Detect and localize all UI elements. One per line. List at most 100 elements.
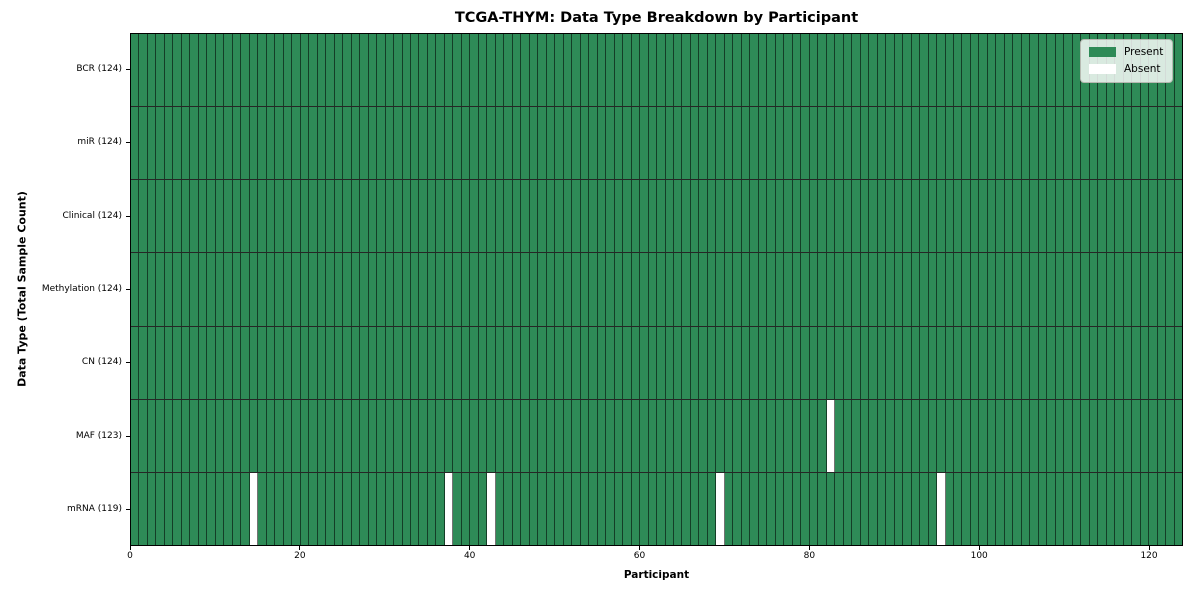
heatmap-cell: [147, 107, 157, 180]
heatmap-cell: [555, 472, 564, 545]
heatmap-cell: [487, 107, 496, 180]
heatmap-cell: [555, 326, 564, 399]
heatmap-cell: [784, 34, 793, 107]
heatmap-cell: [809, 472, 819, 545]
heatmap-row: [131, 180, 1183, 254]
heatmap-cell: [283, 107, 293, 180]
heatmap-cell: [835, 399, 844, 472]
heatmap-cell: [750, 180, 759, 253]
heatmap-cell: [1030, 472, 1039, 545]
heatmap-cell: [953, 34, 963, 107]
heatmap-cell: [860, 107, 870, 180]
heatmap-cell: [928, 34, 938, 107]
heatmap-cell: [707, 472, 717, 545]
heatmap-cell: [775, 34, 785, 107]
heatmap-cell: [198, 326, 208, 399]
legend: Present Absent: [1080, 39, 1174, 83]
heatmap-cell: [970, 34, 980, 107]
heatmap-cell: [156, 180, 165, 253]
heatmap-cell: [733, 326, 742, 399]
heatmap-cell: [1064, 34, 1073, 107]
heatmap-cell: [1038, 326, 1048, 399]
heatmap-cell: [665, 180, 674, 253]
heatmap-cell: [419, 180, 428, 253]
heatmap-cell: [317, 399, 327, 472]
heatmap-cell: [266, 180, 276, 253]
heatmap-cell: [504, 326, 513, 399]
heatmap-cell: [1106, 326, 1116, 399]
heatmap-cell: [665, 472, 674, 545]
heatmap-cell: [614, 326, 624, 399]
heatmap-cell: [707, 34, 717, 107]
heatmap-cell: [478, 399, 488, 472]
heatmap-cell: [631, 180, 641, 253]
x-axis-label: Participant: [623, 569, 690, 581]
heatmap-cell: [1123, 107, 1133, 180]
heatmap-cell: [1021, 472, 1031, 545]
heatmap-cell: [869, 107, 878, 180]
heatmap-cell: [258, 472, 267, 545]
heatmap-cell: [1055, 107, 1065, 180]
heatmap-cell: [275, 180, 284, 253]
heatmap-cell: [920, 326, 929, 399]
heatmap-cell: [453, 180, 462, 253]
heatmap-cell: [818, 180, 827, 253]
heatmap-cell: [818, 107, 827, 180]
heatmap-cell: [546, 253, 556, 326]
heatmap-cell: [495, 253, 505, 326]
heatmap-cell: [937, 399, 946, 472]
heatmap-cell: [444, 399, 454, 472]
heatmap-cell: [928, 326, 938, 399]
heatmap-cell: [1064, 326, 1073, 399]
heatmap-cell: [173, 34, 182, 107]
heatmap-cell: [657, 107, 666, 180]
heatmap-cell: [461, 253, 471, 326]
heatmap-cell: [275, 34, 284, 107]
heatmap-cell: [674, 34, 683, 107]
heatmap-cell: [1149, 472, 1158, 545]
heatmap-cell: [139, 107, 148, 180]
heatmap-cell: [1064, 253, 1073, 326]
heatmap-cell: [351, 326, 361, 399]
heatmap-cell: [987, 180, 997, 253]
heatmap-cell: [979, 399, 988, 472]
y-tick-mark: [126, 289, 130, 290]
heatmap-cell: [266, 253, 276, 326]
heatmap-cell: [860, 399, 870, 472]
heatmap-cell: [962, 472, 971, 545]
heatmap-cell: [427, 180, 437, 253]
y-tick-label: BCR (124): [76, 64, 122, 75]
heatmap-cell: [546, 399, 556, 472]
heatmap-cell: [164, 180, 174, 253]
heatmap-cell: [682, 326, 691, 399]
heatmap-cell: [580, 326, 590, 399]
heatmap-cell: [529, 34, 539, 107]
heatmap-cell: [843, 180, 853, 253]
heatmap-cell: [928, 399, 938, 472]
heatmap-cell: [631, 472, 641, 545]
heatmap-cell: [750, 472, 759, 545]
heatmap-cell: [1004, 399, 1014, 472]
heatmap-cell: [275, 399, 284, 472]
heatmap-cell: [181, 472, 191, 545]
heatmap-cell: [716, 399, 725, 472]
heatmap-cell: [190, 399, 199, 472]
heatmap-cell: [147, 253, 157, 326]
heatmap-cell: [1149, 326, 1158, 399]
heatmap-cell: [173, 180, 182, 253]
heatmap-cell: [131, 253, 140, 326]
heatmap-row: [131, 326, 1183, 400]
heatmap-cell: [699, 180, 708, 253]
heatmap-cell: [1004, 107, 1014, 180]
heatmap-cell: [1132, 253, 1141, 326]
heatmap-cell: [758, 399, 768, 472]
heatmap-cell: [198, 180, 208, 253]
heatmap-cell: [741, 107, 751, 180]
heatmap-cell: [487, 399, 496, 472]
heatmap-cell: [1030, 34, 1039, 107]
heatmap-cell: [809, 399, 819, 472]
heatmap-cell: [758, 472, 768, 545]
heatmap-cell: [538, 34, 547, 107]
heatmap-cell: [1047, 399, 1056, 472]
heatmap-cell: [724, 326, 734, 399]
